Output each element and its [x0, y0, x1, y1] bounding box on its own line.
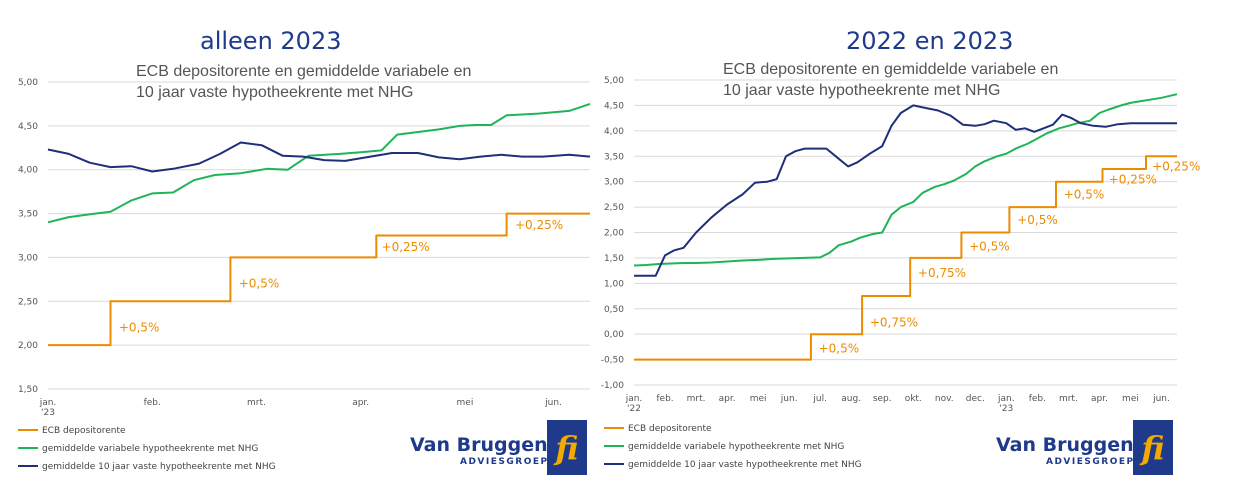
- series-line-fixed: [47, 141, 591, 173]
- x-tick-label: nov.: [935, 394, 954, 404]
- y-tick-label: 4,50: [18, 122, 38, 132]
- x-tick-label: jan.: [625, 394, 643, 404]
- x-tick-label: jan.: [997, 394, 1015, 404]
- y-tick-label: 4,00: [604, 127, 624, 137]
- y-tick-label: 2,50: [18, 297, 38, 307]
- series-line-ecb: [48, 212, 590, 347]
- step-annotation: +0,75%: [870, 315, 918, 329]
- x-tick-label: apr.: [719, 394, 736, 404]
- x-tick-label: jun.: [544, 398, 562, 408]
- x-tick-label: dec.: [966, 394, 985, 404]
- y-tick-label: 3,50: [18, 210, 38, 220]
- x-tick-label: '23: [999, 404, 1013, 414]
- legend-label-ecb: ECB depositorente: [42, 426, 126, 436]
- step-annotation: +0,25%: [382, 240, 430, 254]
- x-tick-label: apr.: [352, 398, 369, 408]
- x-tick-label: '22: [627, 404, 641, 414]
- step-annotation: +0,5%: [239, 277, 280, 291]
- y-tick-label: 3,00: [604, 178, 624, 188]
- x-tick-label: okt.: [905, 394, 922, 404]
- series-line-ecb: [634, 155, 1177, 361]
- x-tick-label: jun.: [1152, 394, 1170, 404]
- chart-1: 1,50 2,00 2,50 3,00 3,50 4,00 4,50 5,00 jan.'23 f…: [18, 63, 591, 475]
- y-tick-label: 1,50: [604, 254, 624, 264]
- legend-label-ecb: ECB depositorente: [628, 424, 712, 434]
- x-tick-label: apr.: [1091, 394, 1108, 404]
- legend-label-fixed: gemiddelde 10 jaar vaste hypotheekrente …: [628, 460, 862, 470]
- y-tick-label: 2,00: [18, 341, 38, 351]
- chart-title: ECB depositorente en gemiddelde variabel…: [136, 63, 471, 80]
- legend-label-fixed: gemiddelde 10 jaar vaste hypotheekrente …: [42, 462, 276, 472]
- logo-mark: fi: [1139, 429, 1164, 467]
- logo-name: Van Bruggen: [410, 434, 548, 456]
- y-tick-label: 5,00: [18, 78, 38, 88]
- y-tick-label: 2,00: [604, 229, 624, 239]
- series-line-variable: [47, 102, 591, 224]
- logo-name: Van Bruggen: [996, 434, 1134, 456]
- x-tick-label: aug.: [841, 394, 861, 404]
- x-tick-label: mrt.: [1059, 394, 1078, 404]
- step-annotation: +0,5%: [119, 321, 160, 335]
- logo-mark-box: [547, 420, 587, 475]
- y-tick-label: 3,50: [604, 152, 624, 162]
- y-tick-label: 4,50: [604, 101, 624, 111]
- y-tick-label: 2,50: [604, 203, 624, 213]
- series-line-variable: [633, 93, 1178, 267]
- chart-caption-left: alleen 2023: [200, 27, 342, 55]
- x-tick-label: mrt.: [247, 398, 266, 408]
- y-tick-label: -1,00: [601, 381, 625, 391]
- chart-title: ECB depositorente en gemiddelde variabel…: [723, 61, 1058, 78]
- logo-mark-box: [1133, 420, 1173, 475]
- y-tick-label: 4,00: [18, 166, 38, 176]
- chart-title: 10 jaar vaste hypotheekrente met NHG: [136, 84, 413, 101]
- y-tick-label: -0,50: [601, 356, 625, 366]
- step-annotation: +0,5%: [1017, 213, 1058, 227]
- step-annotation: +0,25%: [515, 218, 563, 232]
- legend-label-variable: gemiddelde variabele hypotheekrente met …: [628, 442, 844, 452]
- x-tick-label: feb.: [144, 398, 161, 408]
- series-line-fixed: [634, 104, 1177, 277]
- chart-caption-right: 2022 en 2023: [846, 27, 1014, 55]
- step-annotation: +0,25%: [1109, 173, 1157, 187]
- legend-label-variable: gemiddelde variabele hypotheekrente met …: [42, 444, 258, 454]
- step-annotation: +0,25%: [1152, 159, 1200, 173]
- chart-2: -1,00 -0,50 0,00 0,50 1,00 1,50 2,00 2,50 3,00 3,…: [601, 61, 1200, 475]
- y-tick-label: 1,00: [604, 279, 624, 289]
- step-annotation: +0,5%: [1064, 187, 1105, 201]
- y-tick-label: 5,00: [604, 76, 624, 86]
- x-tick-label: sep.: [873, 394, 892, 404]
- logo-subtitle: ADVIESGROEP: [1046, 457, 1135, 467]
- x-tick-label: jun.: [780, 394, 798, 404]
- y-tick-label: 3,00: [18, 253, 38, 263]
- y-tick-label: 0,50: [604, 305, 624, 315]
- x-tick-label: '23: [41, 408, 55, 418]
- x-tick-label: jul.: [812, 394, 827, 404]
- x-tick-label: feb.: [656, 394, 673, 404]
- y-tick-label: 0,00: [604, 330, 624, 340]
- y-tick-label: 1,50: [18, 385, 38, 395]
- step-annotation: +0,75%: [918, 266, 966, 280]
- x-tick-label: jan.: [39, 398, 57, 408]
- x-tick-label: mei: [750, 394, 767, 404]
- x-tick-label: mei: [1122, 394, 1139, 404]
- x-tick-label: feb.: [1029, 394, 1046, 404]
- step-annotation: +0,5%: [969, 240, 1010, 254]
- logo-mark: fi: [553, 429, 578, 467]
- x-tick-label: mei: [457, 398, 474, 408]
- chart-title: 10 jaar vaste hypotheekrente met NHG: [723, 82, 1000, 99]
- logo-subtitle: ADVIESGROEP: [460, 457, 549, 467]
- step-annotation: +0,5%: [819, 341, 860, 355]
- x-tick-label: mrt.: [687, 394, 706, 404]
